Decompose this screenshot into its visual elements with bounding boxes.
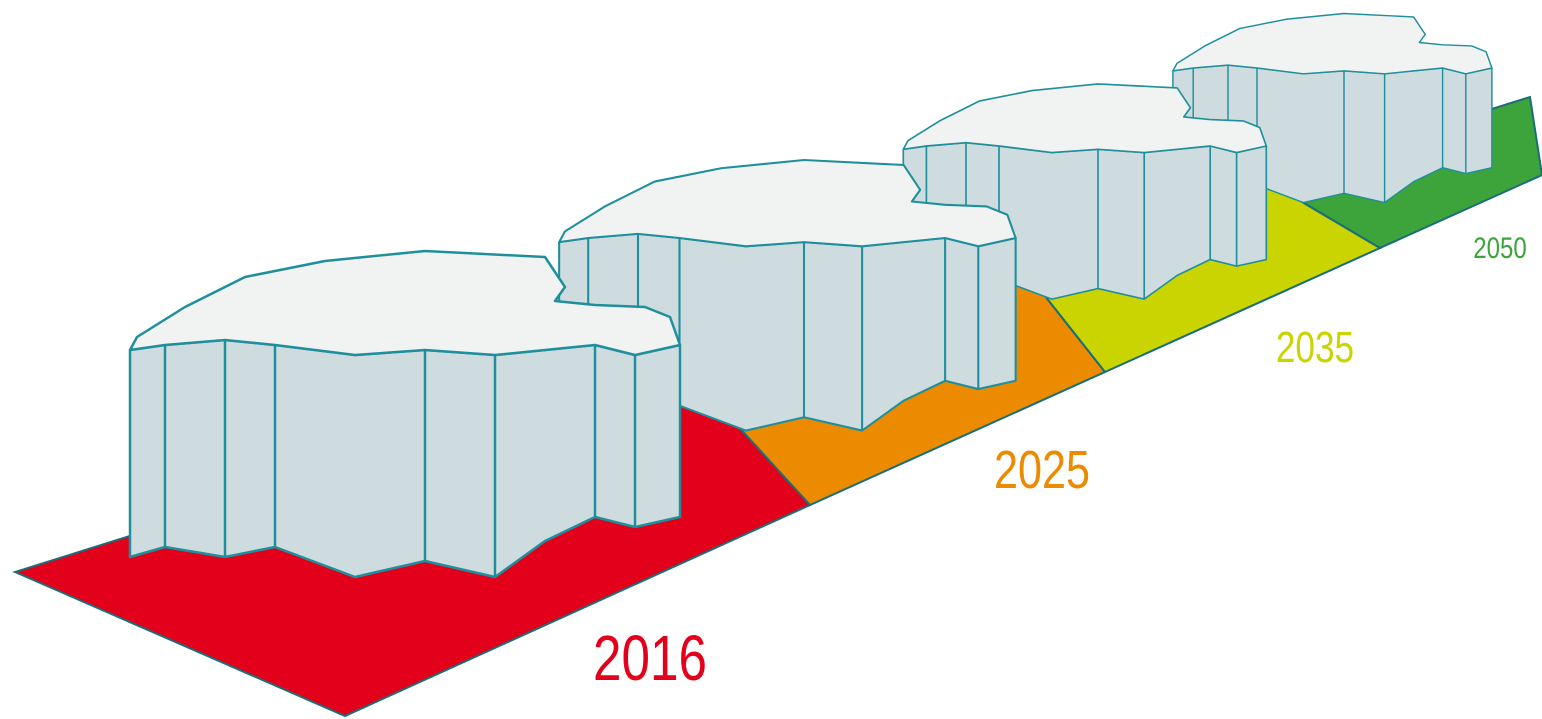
year-label: 2035 <box>1276 323 1354 372</box>
year-label: 2050 <box>1473 230 1526 264</box>
year-label: 2025 <box>994 441 1090 501</box>
year-label: 2016 <box>593 624 707 695</box>
